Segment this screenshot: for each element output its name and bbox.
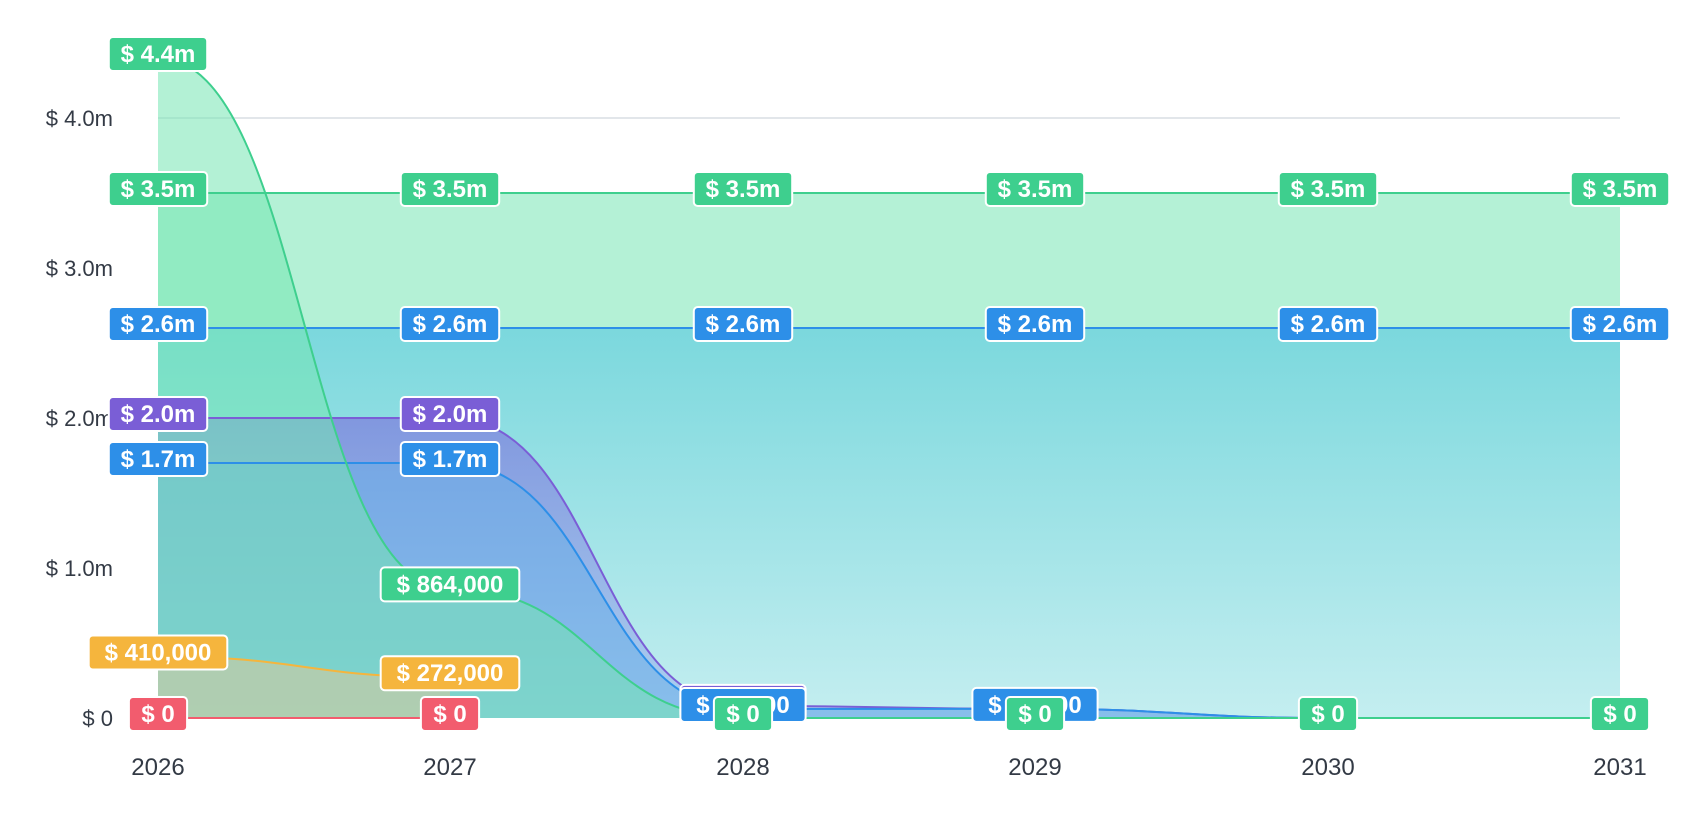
data-label: $ 0 [1004, 696, 1066, 732]
data-label-box [107, 306, 209, 342]
data-label-text: $ 0 [141, 701, 174, 728]
x-tick-label: 2031 [1593, 754, 1646, 781]
data-label: $ 864,000 [379, 566, 521, 603]
data-label-text: $ 0 [433, 701, 466, 728]
data-label-box [1004, 696, 1066, 732]
data-label: $ 3.5m [1277, 171, 1379, 207]
data-label: $ 0 [712, 696, 774, 732]
y-tick-label: $ 2.0m [46, 406, 113, 431]
data-label-text: $ 864,000 [397, 571, 504, 598]
data-label-text: $ 2.6m [1583, 311, 1658, 338]
data-label: $ 3.5m [1569, 171, 1671, 207]
data-label-text: $ 2.0m [413, 401, 488, 428]
data-label: $ 1.7m [107, 441, 209, 477]
data-label-box [127, 696, 189, 732]
data-label-box [1569, 171, 1671, 207]
data-label: $ 2.0m [107, 396, 209, 432]
data-label: $ 3.5m [692, 171, 794, 207]
data-label-text: $ 1.7m [121, 446, 196, 473]
data-label-box [399, 171, 501, 207]
axis-ticks: $ 0 $ 1.0m $ 2.0m $ 3.0m $ 4.0m 2026 2027 2028 2… [46, 106, 1647, 781]
x-tick-label: 2027 [423, 754, 476, 781]
data-label-text: $ 2.6m [413, 311, 488, 338]
data-label-box [107, 171, 209, 207]
data-label-text: $ 3.5m [1291, 176, 1366, 203]
data-label: $ 2.6m [692, 306, 794, 342]
data-label: $ 3.5m [107, 171, 209, 207]
data-label-text: $ 3.5m [413, 176, 488, 203]
data-label: $ 1.7m [399, 441, 501, 477]
data-label-text: $ 0 [726, 701, 759, 728]
data-label-box [984, 306, 1086, 342]
data-label-box [1297, 696, 1359, 732]
data-label-box [399, 306, 501, 342]
data-label: $ 4.4m [107, 36, 209, 72]
data-label-box [984, 171, 1086, 207]
series-area [158, 656, 450, 718]
data-label-text: $ 2.6m [706, 311, 781, 338]
data-label-box [692, 171, 794, 207]
data-label: $ 2.6m [107, 306, 209, 342]
data-label: $ 272,000 [379, 655, 521, 692]
data-label-box [692, 306, 794, 342]
data-label-box [107, 441, 209, 477]
data-label-text: $ 2.6m [998, 311, 1073, 338]
x-tick-label: 2026 [131, 754, 184, 781]
data-label: $ 2.6m [1277, 306, 1379, 342]
data-label-box [107, 36, 209, 72]
data-label-text: $ 4.4m [121, 41, 196, 68]
data-label: $ 0 [419, 696, 481, 732]
data-label: $ 3.5m [399, 171, 501, 207]
data-label-box [1277, 171, 1379, 207]
data-label-box [1569, 306, 1671, 342]
data-label: $ 2.0m [399, 396, 501, 432]
y-tick-label: $ 1.0m [46, 556, 113, 581]
data-label-box [419, 696, 481, 732]
x-tick-label: 2030 [1301, 754, 1354, 781]
area-fills [158, 58, 1620, 718]
data-label: $ 0 [1589, 696, 1651, 732]
data-label: $ 0 [1297, 696, 1359, 732]
data-label-box [1277, 306, 1379, 342]
data-label-box [399, 396, 501, 432]
x-tick-label: 2029 [1008, 754, 1061, 781]
data-label-text: $ 410,000 [105, 640, 212, 667]
data-label-box [1589, 696, 1651, 732]
y-tick-label: $ 0 [82, 706, 113, 731]
data-label: $ 3.5m [984, 171, 1086, 207]
data-label-text: $ 1.7m [413, 446, 488, 473]
data-label-text: $ 3.5m [706, 176, 781, 203]
data-label-box [379, 566, 521, 603]
data-label-text: $ 272,000 [397, 660, 504, 687]
data-label-text: $ 0 [1018, 701, 1051, 728]
data-label: $ 2.6m [984, 306, 1086, 342]
data-label-text: $ 2.6m [121, 311, 196, 338]
data-label-text: $ 2.6m [1291, 311, 1366, 338]
data-label-text: $ 0 [1603, 701, 1636, 728]
data-labels: $ 3.5m $ 3.5m $ 3.5m $ 3.5m $ 3.5m $ 3.5m $ 2.… [87, 36, 1671, 732]
data-label-text: $ 3.5m [998, 176, 1073, 203]
data-label-text: $ 2.0m [121, 401, 196, 428]
data-label-box [712, 696, 774, 732]
data-label-box [379, 655, 521, 692]
y-tick-label: $ 4.0m [46, 106, 113, 131]
x-tick-label: 2028 [716, 754, 769, 781]
y-tick-label: $ 3.0m [46, 256, 113, 281]
data-label: $ 2.6m [1569, 306, 1671, 342]
data-label-text: $ 0 [1311, 701, 1344, 728]
data-label: $ 0 [127, 696, 189, 732]
data-label-box [399, 441, 501, 477]
data-label-text: $ 3.5m [1583, 176, 1658, 203]
data-label-box [107, 396, 209, 432]
data-label-text: $ 3.5m [121, 176, 196, 203]
data-label: $ 410,000 [87, 634, 229, 671]
data-label: $ 2.6m [399, 306, 501, 342]
series-area [158, 58, 1620, 718]
data-label-box [87, 634, 229, 671]
